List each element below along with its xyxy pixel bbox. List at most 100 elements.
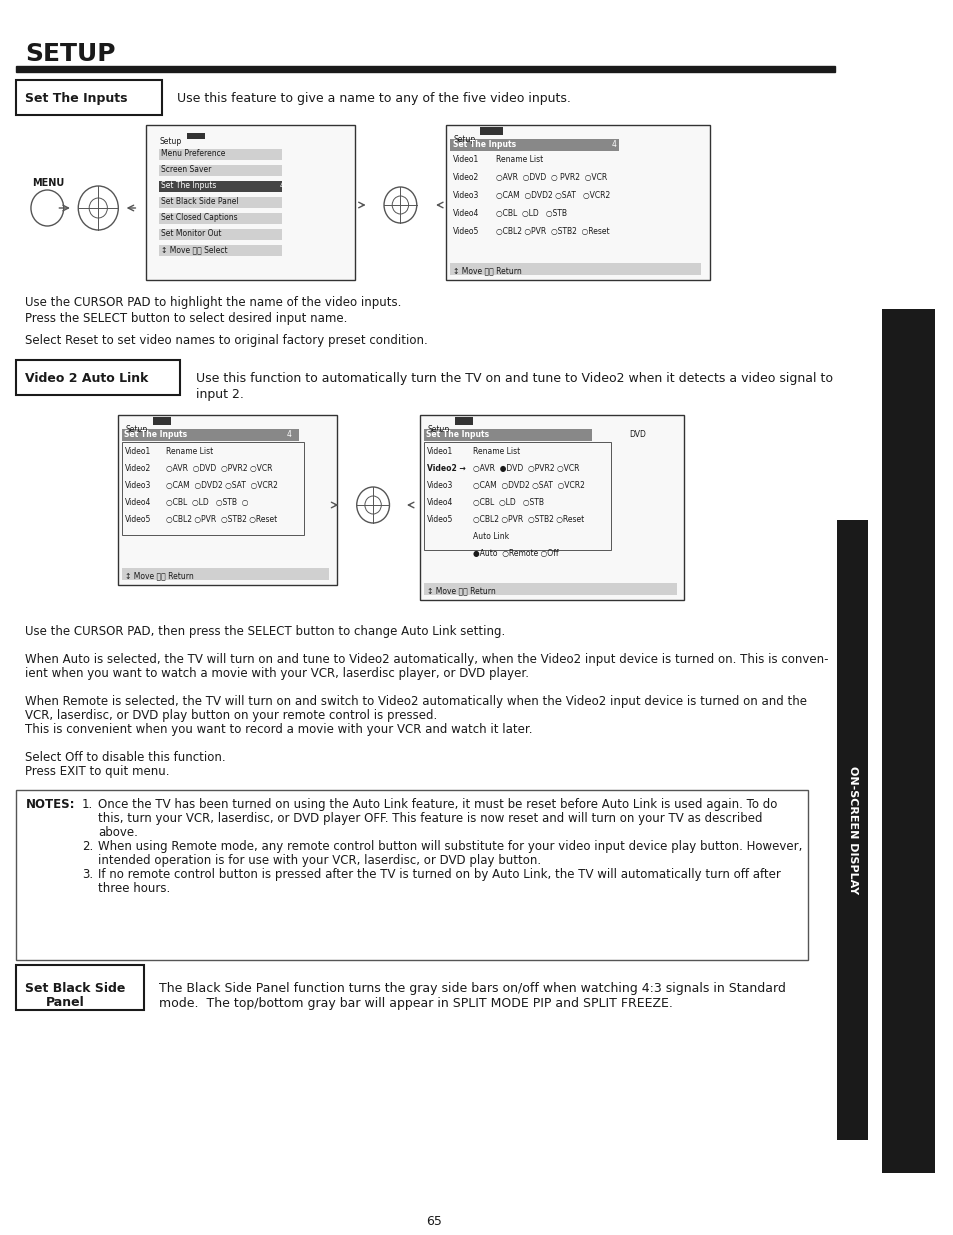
Bar (118, 415, 336, 585)
Text: 4: 4 (279, 182, 284, 190)
Text: Video2: Video2 (453, 173, 479, 182)
Text: The Black Side Panel function turns the gray side bars on/off when watching 4:3 : The Black Side Panel function turns the … (159, 982, 785, 1010)
Bar (480, 127, 503, 135)
Text: Video2: Video2 (125, 464, 151, 473)
Bar (450, 263, 700, 275)
Text: Screen Saver: Screen Saver (161, 165, 212, 174)
Text: Press EXIT to quit menu.: Press EXIT to quit menu. (26, 764, 170, 778)
Text: ↕ Move ⓄⓄ Return: ↕ Move ⓄⓄ Return (426, 585, 495, 595)
Bar (122, 568, 329, 580)
Text: Video4: Video4 (426, 498, 453, 508)
Text: Video4: Video4 (125, 498, 151, 508)
Text: ↕ Move ⓄⓄ Return: ↕ Move ⓄⓄ Return (453, 266, 521, 275)
Text: Rename List: Rename List (473, 447, 520, 456)
Text: Video3: Video3 (125, 480, 151, 490)
Bar (146, 125, 355, 280)
Bar (159, 245, 282, 256)
Text: Set The Inputs: Set The Inputs (124, 430, 187, 438)
Bar (837, 520, 867, 1140)
Text: Video2 →: Video2 → (426, 464, 465, 473)
Text: Use this feature to give a name to any of the five video inputs.: Use this feature to give a name to any o… (177, 91, 571, 105)
Bar (16, 790, 807, 960)
Text: ↕ Move ⓄⓄ Select: ↕ Move ⓄⓄ Select (161, 245, 228, 254)
Text: 65: 65 (426, 1215, 441, 1228)
Text: This is convenient when you want to record a movie with your VCR and watch it la: This is convenient when you want to reco… (26, 722, 533, 736)
Bar (152, 417, 171, 425)
FancyBboxPatch shape (16, 359, 180, 395)
FancyBboxPatch shape (16, 965, 144, 1010)
Text: Setup: Setup (427, 425, 450, 433)
Text: ○CAM  ○DVD2 ○SAT  ○VCR2: ○CAM ○DVD2 ○SAT ○VCR2 (166, 480, 277, 490)
Text: Video1: Video1 (125, 447, 151, 456)
Text: If no remote control button is pressed after the TV is turned on by Auto Link, t: If no remote control button is pressed a… (98, 868, 781, 881)
Bar (159, 149, 282, 161)
Bar (424, 442, 610, 550)
Text: ○CBL  ○LD   ○STB  ○: ○CBL ○LD ○STB ○ (166, 498, 248, 508)
Text: ○CAM  ○DVD2 ○SAT  ○VCR2: ○CAM ○DVD2 ○SAT ○VCR2 (473, 480, 584, 490)
Text: ○CBL  ○LD   ○STB: ○CBL ○LD ○STB (473, 498, 543, 508)
Text: Press the SELECT button to select desired input name.: Press the SELECT button to select desire… (26, 312, 348, 325)
Text: Panel: Panel (46, 995, 84, 1009)
Text: three hours.: three hours. (98, 882, 171, 895)
Text: Use this function to automatically turn the TV on and tune to Video2 when it det: Use this function to automatically turn … (195, 372, 832, 385)
Text: Set Black Side: Set Black Side (26, 982, 126, 995)
Text: Set The Inputs: Set The Inputs (453, 140, 516, 149)
Text: Video 2 Auto Link: Video 2 Auto Link (26, 372, 149, 385)
Text: ○CAM  ○DVD2 ○SAT   ○VCR2: ○CAM ○DVD2 ○SAT ○VCR2 (496, 191, 610, 200)
Text: Use the CURSOR PAD to highlight the name of the video inputs.: Use the CURSOR PAD to highlight the name… (26, 296, 401, 309)
Text: Once the TV has been turned on using the Auto Link feature, it must be reset bef: Once the TV has been turned on using the… (98, 798, 777, 811)
Text: ON-SCREEN DISPLAY: ON-SCREEN DISPLAY (847, 766, 857, 894)
Text: Video4: Video4 (453, 209, 479, 219)
Text: ○AVR  ●DVD  ○PVR2 ○VCR: ○AVR ●DVD ○PVR2 ○VCR (473, 464, 579, 473)
Text: ○AVR  ○DVD  ○ PVR2  ○VCR: ○AVR ○DVD ○ PVR2 ○VCR (496, 173, 606, 182)
Text: Video5: Video5 (426, 515, 453, 524)
Bar (122, 442, 304, 535)
Text: Setup: Setup (453, 135, 475, 144)
FancyBboxPatch shape (16, 80, 162, 115)
Text: Menu Preference: Menu Preference (161, 149, 225, 158)
Bar (159, 182, 282, 191)
Text: above.: above. (98, 826, 138, 839)
Text: Set Monitor Out: Set Monitor Out (161, 228, 221, 238)
Text: Select Reset to set video names to original factory preset condition.: Select Reset to set video names to origi… (26, 333, 428, 347)
Text: ient when you want to watch a movie with your VCR, laserdisc player, or DVD play: ient when you want to watch a movie with… (26, 667, 529, 680)
Text: ○AVR  ○DVD  ○PVR2 ○VCR: ○AVR ○DVD ○PVR2 ○VCR (166, 464, 272, 473)
Text: Set The Inputs: Set The Inputs (26, 91, 128, 105)
Text: When Auto is selected, the TV will turn on and tune to Video2 automatically, whe: When Auto is selected, the TV will turn … (26, 653, 828, 666)
Text: ON-SCREEN DISPLAY: ON-SCREEN DISPLAY (902, 669, 914, 813)
Text: When Remote is selected, the TV will turn on and switch to Video2 automatically : When Remote is selected, the TV will tur… (26, 695, 806, 708)
Text: MENU: MENU (31, 178, 64, 188)
Text: VCR, laserdisc, or DVD play button on your remote control is pressed.: VCR, laserdisc, or DVD play button on yo… (26, 709, 437, 722)
Text: Setup: Setup (126, 425, 148, 433)
Bar (187, 133, 205, 140)
Bar (455, 417, 473, 425)
Bar (424, 583, 677, 595)
Text: Auto Link: Auto Link (473, 532, 509, 541)
Bar (16, 65, 835, 72)
Text: ↕ Move ⓄⓄ Return: ↕ Move ⓄⓄ Return (125, 571, 193, 580)
Text: Set The Inputs: Set The Inputs (425, 430, 489, 438)
Text: Video3: Video3 (453, 191, 479, 200)
Text: Video1: Video1 (453, 156, 479, 164)
Text: Select Off to disable this function.: Select Off to disable this function. (26, 751, 226, 764)
Bar (159, 198, 282, 207)
Text: ●Auto  ○Remote ○Off: ●Auto ○Remote ○Off (473, 550, 558, 558)
Text: Rename List: Rename List (496, 156, 542, 164)
Text: ○CBL2 ○PVR  ○STB2  ○Reset: ○CBL2 ○PVR ○STB2 ○Reset (496, 227, 609, 236)
Text: Video5: Video5 (125, 515, 151, 524)
Bar (159, 165, 282, 177)
Bar (424, 429, 592, 441)
Text: DVD: DVD (629, 430, 646, 438)
Text: Use the CURSOR PAD, then press the SELECT button to change Auto Link setting.: Use the CURSOR PAD, then press the SELEC… (26, 625, 505, 638)
Text: 3.: 3. (82, 868, 93, 881)
Text: 4: 4 (611, 140, 616, 149)
Text: SETUP: SETUP (26, 42, 116, 65)
Text: Set Closed Captions: Set Closed Captions (161, 212, 237, 222)
Text: Setup: Setup (159, 137, 181, 146)
Text: input 2.: input 2. (195, 388, 243, 401)
Text: 4: 4 (286, 430, 292, 438)
Text: this, turn your VCR, laserdisc, or DVD player OFF. This feature is now reset and: this, turn your VCR, laserdisc, or DVD p… (98, 811, 762, 825)
Text: Video5: Video5 (453, 227, 479, 236)
Bar (450, 140, 618, 151)
Bar (122, 429, 299, 441)
